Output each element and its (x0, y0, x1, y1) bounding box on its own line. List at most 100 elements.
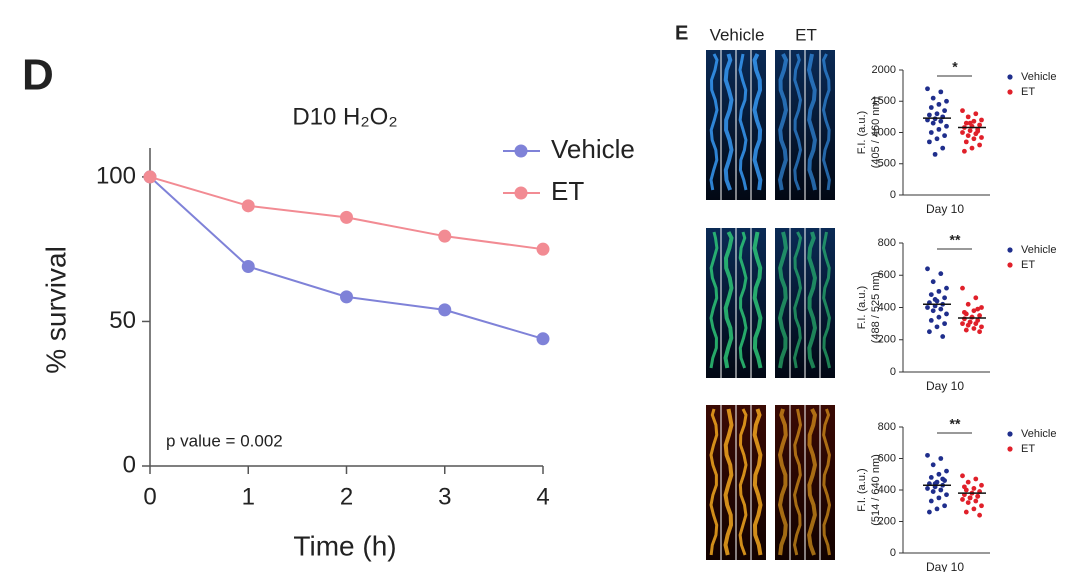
point (963, 509, 969, 515)
point (960, 285, 965, 291)
point (927, 329, 932, 335)
point (940, 476, 946, 482)
point (979, 117, 984, 123)
point (944, 98, 949, 104)
image-label: Vehicle (710, 25, 765, 44)
point (969, 145, 975, 151)
point (938, 118, 944, 124)
legend-marker (514, 186, 528, 200)
y-axis-label: F.I. (a.u.) (856, 111, 868, 154)
point (438, 303, 452, 317)
point (962, 484, 967, 490)
point (928, 318, 934, 323)
y-tick-label: 0 (123, 451, 136, 478)
micrographs (706, 50, 835, 560)
legend-label: ET (1021, 443, 1035, 455)
point (963, 327, 969, 333)
point (979, 324, 984, 330)
point (928, 475, 934, 480)
x-tick-label: Day 10 (926, 560, 964, 572)
worm (821, 53, 831, 191)
point (940, 145, 946, 151)
point (942, 133, 947, 139)
point (932, 297, 938, 302)
worm (821, 231, 831, 369)
point (930, 489, 936, 494)
point (962, 316, 967, 322)
point (979, 305, 984, 310)
worm (752, 408, 763, 556)
legend-label: ET (551, 176, 584, 206)
point (932, 151, 938, 157)
legend-label: Vehicle (1021, 71, 1056, 83)
point (944, 468, 949, 474)
y-tick-label: 100 (96, 162, 136, 189)
worm (738, 231, 748, 369)
point (975, 493, 981, 499)
y-tick-label: 0 (890, 547, 896, 559)
point (925, 266, 930, 272)
point (942, 108, 947, 114)
point (936, 101, 942, 107)
point (934, 324, 940, 330)
point (971, 308, 977, 314)
worm (792, 408, 803, 556)
point (536, 242, 550, 256)
y-tick-label: 0 (890, 189, 896, 201)
y-tick-label: 600 (878, 269, 896, 281)
worm (752, 53, 763, 191)
worm (777, 53, 789, 191)
point (960, 321, 965, 327)
worm (793, 231, 803, 369)
x-tick-label: 2 (340, 483, 353, 510)
x-tick-label: 3 (438, 483, 451, 510)
point (967, 128, 973, 134)
point (962, 148, 967, 154)
legend-marker (514, 144, 528, 158)
point (967, 319, 973, 325)
y-tick-label: 800 (878, 421, 896, 433)
point (965, 133, 971, 139)
point (927, 139, 932, 145)
y-axis-label: F.I. (a.u.) (856, 286, 868, 329)
point (936, 471, 942, 477)
legend-marker (1007, 446, 1013, 452)
point (934, 506, 940, 512)
worm (738, 408, 748, 556)
point (973, 111, 979, 117)
worm (723, 53, 734, 191)
x-tick-label: 1 (242, 483, 255, 510)
y-tick-label: 500 (878, 158, 896, 170)
point (241, 199, 255, 213)
point (971, 326, 977, 331)
image-label: ET (795, 25, 817, 44)
worm (822, 408, 832, 556)
y-tick-label: 200 (878, 515, 896, 527)
point (973, 321, 979, 327)
point (944, 285, 949, 291)
significance: * (952, 59, 958, 75)
point (942, 295, 947, 301)
worm (807, 408, 818, 556)
point (930, 95, 936, 101)
point (973, 476, 979, 482)
worm (723, 408, 734, 556)
point (965, 500, 971, 505)
point (938, 271, 944, 277)
legend-marker (1007, 431, 1013, 437)
point (936, 126, 942, 132)
point (967, 495, 973, 501)
worm (807, 231, 818, 369)
point (938, 456, 944, 461)
point (942, 503, 947, 509)
point (963, 120, 969, 126)
worm (709, 231, 719, 369)
worm (709, 53, 719, 191)
annotation: p value = 0.002 (166, 431, 283, 450)
y-axis-label: (514 / 640 nm) (870, 454, 882, 526)
y-tick-label: 200 (878, 334, 896, 346)
point (936, 314, 942, 320)
y-tick-label: 400 (878, 484, 896, 496)
y-axis-label: (405 / 460 nm) (870, 97, 882, 169)
point (944, 123, 949, 129)
